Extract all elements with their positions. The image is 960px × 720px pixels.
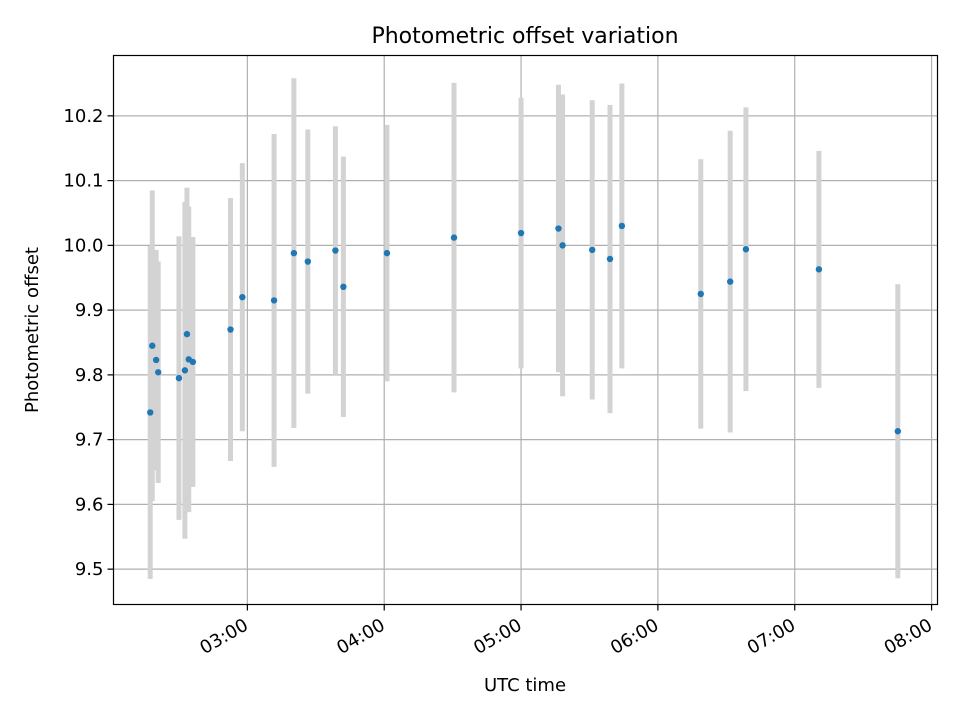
data-point xyxy=(815,266,823,273)
data-point xyxy=(618,222,626,230)
error-bars xyxy=(147,78,901,579)
data-point xyxy=(589,246,596,254)
data-point xyxy=(517,229,525,237)
data-point xyxy=(181,367,189,374)
x-tick-label: 07:00 xyxy=(744,615,799,659)
data-point xyxy=(149,342,156,349)
x-tick-label: 06:00 xyxy=(607,615,662,659)
data-point xyxy=(894,428,902,435)
data-point xyxy=(290,249,298,257)
data-point xyxy=(227,326,234,333)
y-tick-label: 9.7 xyxy=(75,430,104,451)
y-tick-label: 9.8 xyxy=(75,365,104,386)
data-point xyxy=(175,374,183,382)
x-tick-label: 04:00 xyxy=(333,615,388,659)
data-points xyxy=(147,222,902,435)
data-point xyxy=(726,278,734,285)
grid-lines xyxy=(113,55,938,605)
data-point xyxy=(152,356,160,364)
x-axis-label: UTC time xyxy=(484,675,566,696)
data-point xyxy=(332,247,339,254)
x-tick-label: 05:00 xyxy=(470,615,525,659)
chart-title: Photometric offset variation xyxy=(371,24,678,49)
y-tick-label: 10.0 xyxy=(63,235,103,256)
data-point xyxy=(189,358,197,366)
data-point xyxy=(340,283,347,291)
data-point xyxy=(183,330,191,338)
data-point xyxy=(559,242,566,249)
data-point xyxy=(270,297,278,304)
data-point xyxy=(239,293,246,301)
y-axis-label: Photometric offset xyxy=(22,247,43,413)
data-point xyxy=(155,369,162,376)
data-point xyxy=(555,225,562,232)
data-point xyxy=(697,290,704,298)
y-tick-label: 9.9 xyxy=(75,300,104,321)
x-tick-label: 03:00 xyxy=(196,615,251,659)
data-point xyxy=(606,255,614,263)
y-tick-label: 9.5 xyxy=(75,559,104,580)
y-tick-label: 9.6 xyxy=(75,494,104,515)
data-point xyxy=(742,246,750,253)
data-point xyxy=(304,258,312,265)
data-point xyxy=(450,234,458,241)
y-tick-label: 10.1 xyxy=(63,171,103,192)
data-point xyxy=(147,409,154,416)
data-point xyxy=(383,249,391,257)
y-tick-label: 10.2 xyxy=(63,106,103,127)
x-tick-label: 08:00 xyxy=(881,615,936,659)
plot-frame xyxy=(112,54,939,606)
